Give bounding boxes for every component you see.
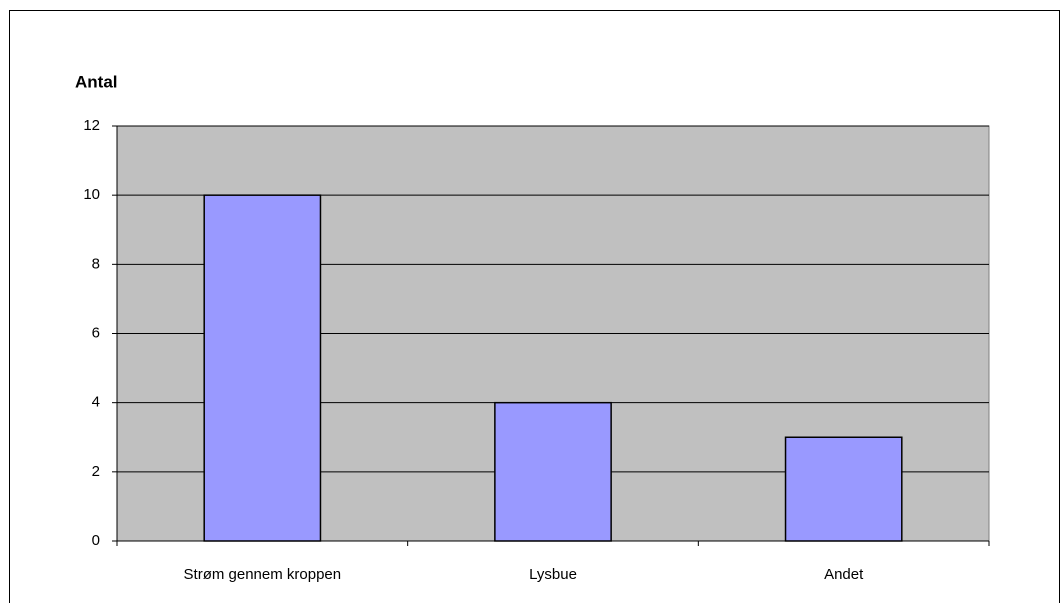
y-tick-label: 8: [92, 255, 100, 272]
y-tick-label: 4: [92, 394, 100, 411]
y-tick-label: 12: [83, 117, 100, 134]
bar: [494, 401, 612, 542]
y-tick-label: 10: [83, 186, 100, 203]
x-tick-label: Strøm gennem kroppen: [184, 566, 342, 583]
x-tick-label: Andet: [824, 566, 864, 583]
y-tick-label: 2: [92, 463, 100, 480]
y-tick-label: 0: [92, 532, 100, 549]
x-tick-label: Lysbue: [529, 566, 577, 583]
bar: [203, 194, 322, 542]
y-tick-label: 6: [92, 324, 100, 341]
y-axis-label: Antal: [75, 72, 118, 91]
bar: [784, 436, 903, 542]
